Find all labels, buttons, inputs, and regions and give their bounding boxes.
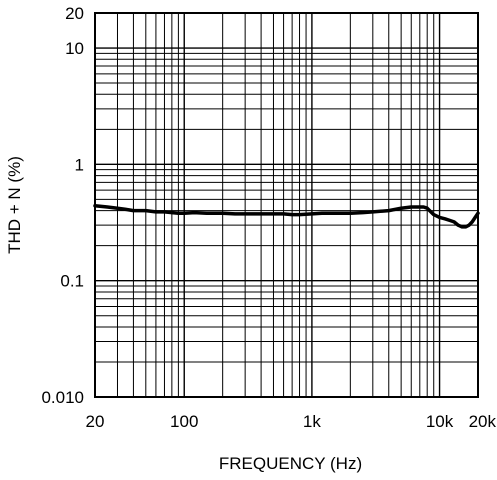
x-tick-label: 20k	[469, 412, 497, 431]
series-layer	[93, 204, 480, 229]
y-tick-label: 20	[65, 4, 84, 23]
x-tick-label: 10k	[426, 412, 454, 431]
series-line-0	[93, 204, 480, 229]
grid	[95, 13, 478, 397]
plot-area	[94, 12, 479, 398]
x-tick-label: 100	[170, 412, 198, 431]
y-tick-label: 1	[75, 155, 84, 174]
y-tick-label: 0.010	[41, 388, 84, 407]
y-tick-label: 10	[65, 39, 84, 58]
y-tick-label: 0.1	[60, 272, 84, 291]
x-tick-label: 20	[86, 412, 105, 431]
tick-labels: 20 100 1k 10k 20k 20 10 1 0.1 0.010	[41, 4, 496, 431]
x-tick-label: 1k	[303, 412, 321, 431]
x-axis-label: FREQUENCY (Hz)	[219, 454, 362, 473]
y-axis-label: THD + N (%)	[5, 156, 24, 254]
